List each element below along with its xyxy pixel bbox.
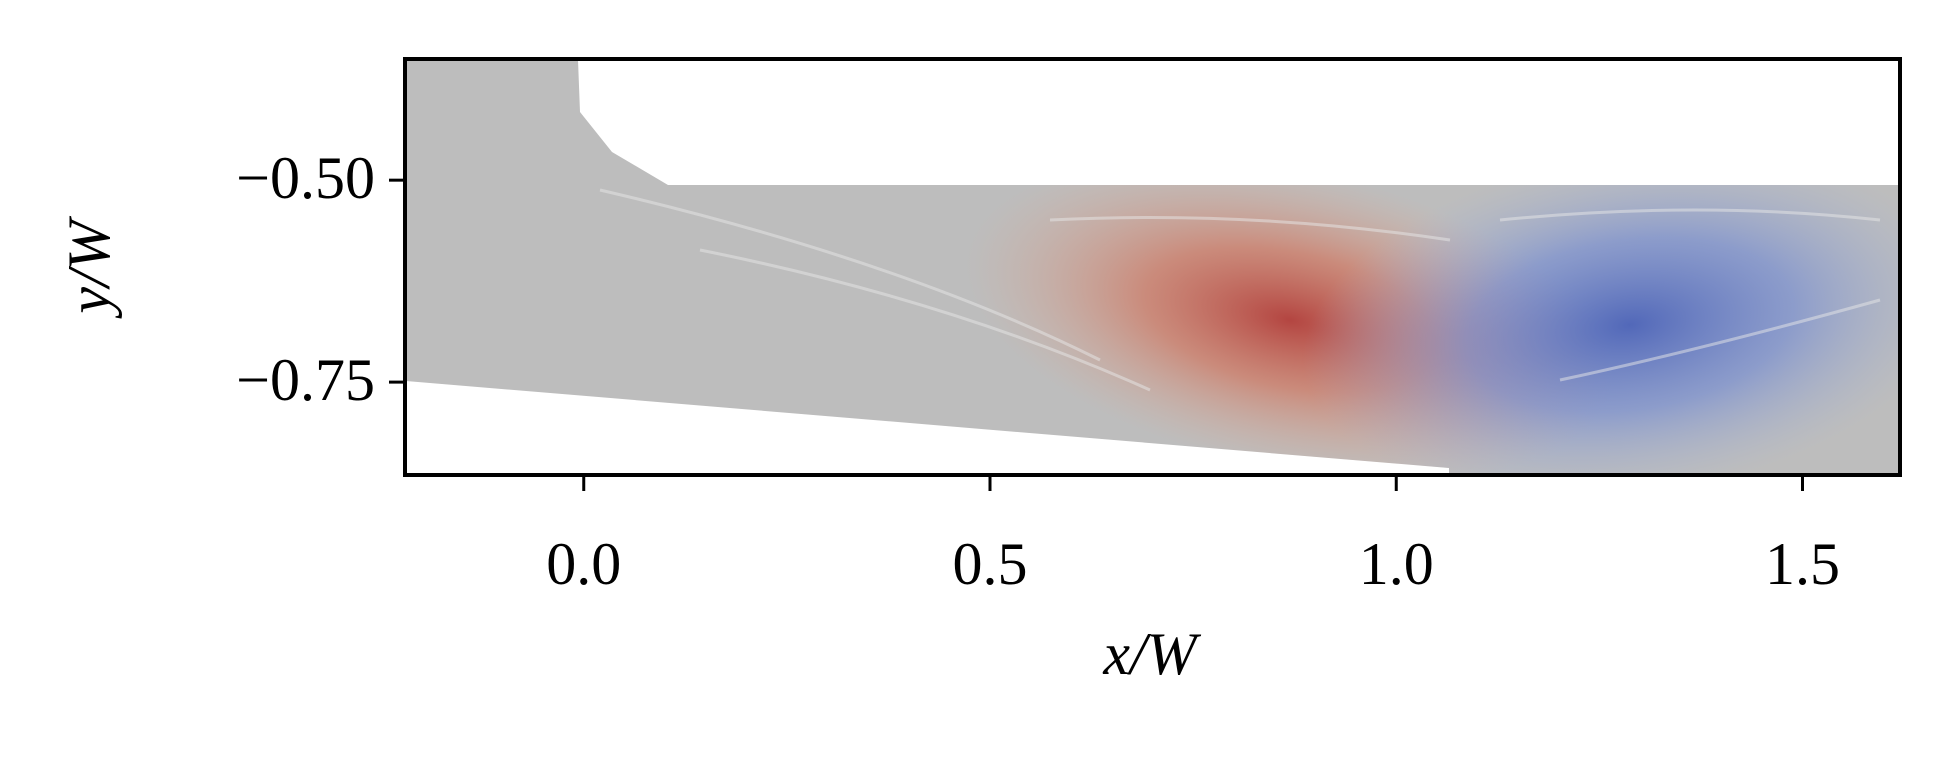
y-axis-label: y/W bbox=[56, 215, 122, 319]
x-tick-label: 1.0 bbox=[1359, 531, 1434, 597]
x-tick-label: 1.5 bbox=[1765, 531, 1840, 597]
x-axis-label: x/W bbox=[1102, 621, 1201, 687]
x-tick-label: 0.5 bbox=[953, 531, 1028, 597]
x-tick-label: 0.0 bbox=[546, 531, 621, 597]
y-tick-label: −0.50 bbox=[236, 145, 375, 211]
y-tick-label: −0.75 bbox=[236, 347, 375, 413]
field bbox=[406, 60, 1899, 474]
plot-frame bbox=[403, 57, 1902, 477]
